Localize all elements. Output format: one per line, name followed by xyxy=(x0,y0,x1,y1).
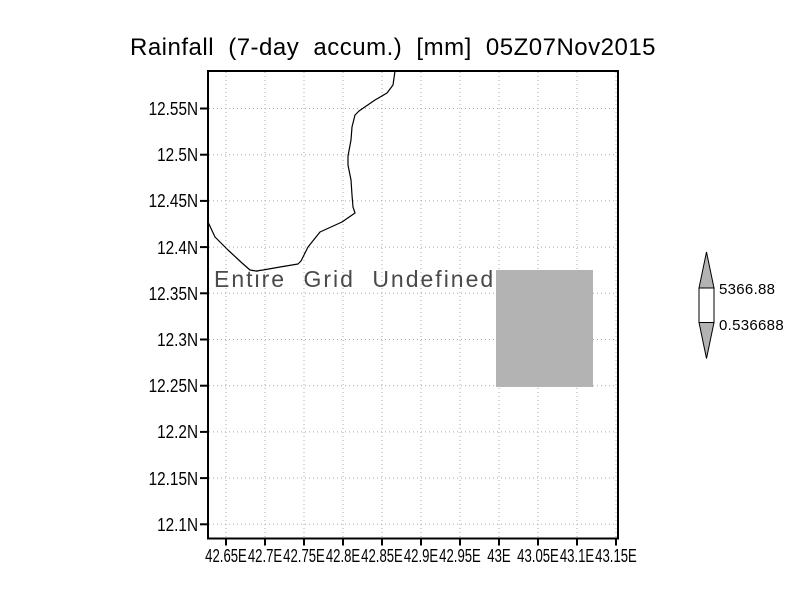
x-tick-label: 42.9E xyxy=(403,546,439,566)
x-tick-label: 43E xyxy=(487,546,511,566)
y-tick-label: 12.45N xyxy=(148,191,198,212)
x-tick-label: 43.1E xyxy=(559,546,595,566)
colorbar-top-triangle xyxy=(698,251,715,289)
y-tick-label: 12.2N xyxy=(157,422,198,443)
y-tick-label: 12.5N xyxy=(157,145,198,166)
x-tick-label: 42.65E xyxy=(205,546,247,566)
undefined-grid-message: Entire Grid Undefined xyxy=(214,266,496,292)
x-tick-label: 43.05E xyxy=(517,546,559,566)
x-tick-label: 43.15E xyxy=(595,546,637,566)
plot-frame xyxy=(207,70,619,540)
undefined-data-box xyxy=(496,270,593,387)
x-tick-label: 42.7E xyxy=(247,546,283,566)
colorbar-bottom-triangle xyxy=(698,322,715,359)
colorbar-max-label: 5366.88 xyxy=(719,281,776,298)
y-tick-label: 12.15N xyxy=(148,468,198,489)
y-tick-label: 12.4N xyxy=(157,237,198,258)
y-tick-label: 12.1N xyxy=(157,514,198,535)
colorbar xyxy=(698,251,715,359)
plot-title: Rainfall (7-day accum.) [mm] 05Z07Nov201… xyxy=(130,34,657,61)
y-tick-label: 12.3N xyxy=(157,330,198,350)
y-tick-label: 12.25N xyxy=(148,376,198,397)
x-tick-label: 42.95E xyxy=(439,546,481,566)
colorbar-min-label: 0.536688 xyxy=(719,317,784,334)
colorbar-box xyxy=(698,287,715,323)
coastline xyxy=(207,70,396,272)
axis-ticks xyxy=(200,107,617,546)
x-tick-label: 42.75E xyxy=(283,546,325,566)
x-tick-label: 42.8E xyxy=(325,546,361,566)
x-tick-label: 42.85E xyxy=(361,546,403,566)
y-tick-label: 12.35N xyxy=(148,283,198,304)
y-tick-label: 12.55N xyxy=(148,99,198,119)
